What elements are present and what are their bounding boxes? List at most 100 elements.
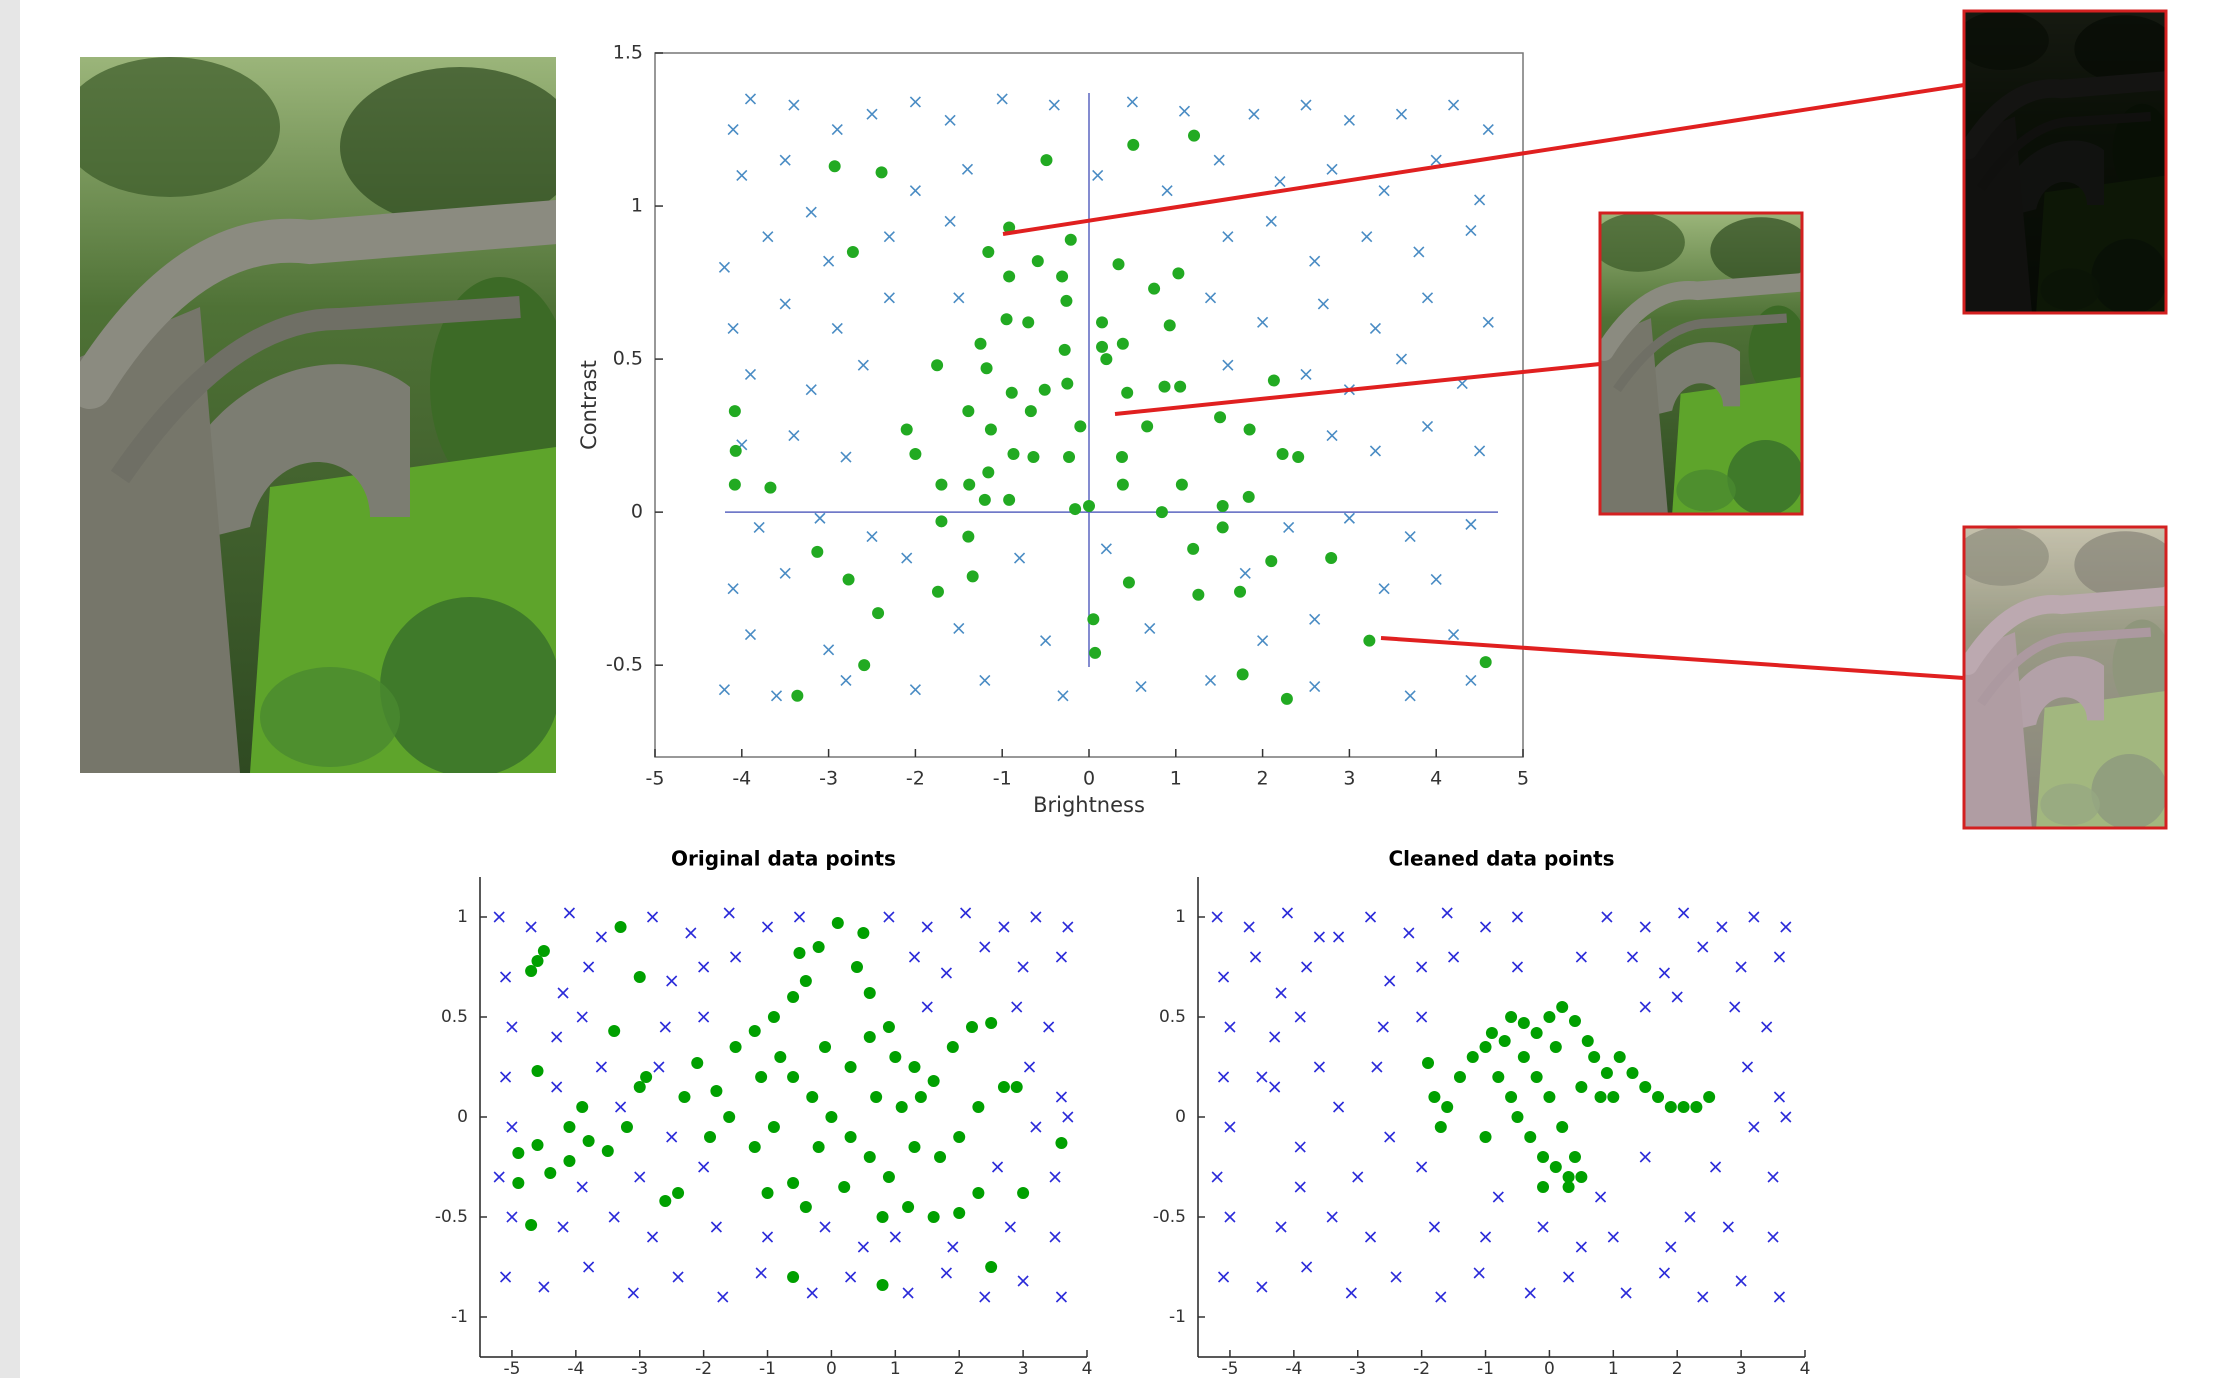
x-tick-label: -2 [695,1359,712,1378]
cross-point [1276,988,1286,998]
cross-point [945,115,955,125]
cross-point [1219,1272,1229,1282]
dot-point [979,494,991,506]
cross-point [841,675,851,685]
cross-point [1576,952,1586,962]
cross-point [884,293,894,303]
cross-point [1301,369,1311,379]
cross-point [824,256,834,266]
cross-point [1564,1272,1574,1282]
dot-point [1074,420,1086,432]
cross-point [596,1062,606,1072]
cross-point [1538,1222,1548,1232]
cross-point [890,1232,900,1242]
cross-point [1723,1222,1733,1232]
dot-point [1001,313,1013,325]
cross-point [1666,1242,1676,1252]
dot-point [800,1201,812,1213]
cross-point [711,1222,721,1232]
dot-point [791,690,803,702]
cross-point [1493,1192,1503,1202]
dot-point [1113,258,1125,270]
cross-point [718,1292,728,1302]
dot-point [538,945,550,957]
cross-point [1366,1232,1376,1242]
dot-point [1003,270,1015,282]
cross-point [1225,1022,1235,1032]
dot-point [532,1065,544,1077]
cross-point [648,912,658,922]
dot-point [934,1151,946,1163]
cross-point [1659,968,1669,978]
dot-point [935,515,947,527]
cross-point [1050,1172,1060,1182]
dot-point [1172,267,1184,279]
cross-point [1417,1162,1427,1172]
dot-point [1176,479,1188,491]
cross-point [1466,226,1476,236]
dot-point [1025,405,1037,417]
dot-point [982,246,994,258]
dot-point [532,1139,544,1151]
dot-point [967,570,979,582]
dot-point [1011,1081,1023,1093]
dot-point [972,1101,984,1113]
cross-point [1742,1062,1752,1072]
cross-point [867,109,877,119]
dot-point [985,1261,997,1273]
dot-point [615,921,627,933]
dot-point [1601,1067,1613,1079]
dot-point [1325,552,1337,564]
bright-variant [1956,527,2177,830]
dot-point [1486,1027,1498,1039]
cross-point [1056,1092,1066,1102]
dot-point [602,1145,614,1157]
dot-point [1607,1091,1619,1103]
cross-point [1730,1002,1740,1012]
cross-point [910,186,920,196]
cross-point [1344,115,1354,125]
cross-point [1310,682,1320,692]
cross-point [1621,1288,1631,1298]
cross-point [1576,1242,1586,1252]
cross-point [815,513,825,523]
dot-point [1639,1081,1651,1093]
cross-point [654,1062,664,1072]
cross-point [1679,908,1689,918]
cross-point [1483,125,1493,135]
cross-point [564,908,574,918]
x-tick-label: 3 [1736,1359,1747,1378]
cross-point [1093,170,1103,180]
dot-point [1556,1121,1568,1133]
cross-point [948,1242,958,1252]
cross-point [1608,1232,1618,1242]
y-tick-label: -1 [451,1307,468,1327]
cross-point [945,216,955,226]
cross-point [1768,1232,1778,1242]
y-tick-label: 0.5 [613,348,643,370]
dot-point [1480,1131,1492,1143]
dot-point [1575,1171,1587,1183]
cross-point [1749,912,1759,922]
cross-point [789,100,799,110]
cross-point [756,1268,766,1278]
cross-point [1310,256,1320,266]
dot-point [1156,506,1168,518]
cross-point [1466,519,1476,529]
dot-point [723,1111,735,1123]
dot-point [787,1071,799,1083]
dot-point [1524,1131,1536,1143]
cross-point [552,1032,562,1042]
cross-point [1049,100,1059,110]
dot-point [813,1141,825,1153]
dot-point [1518,1017,1530,1029]
cross-point [867,532,877,542]
cross-point [609,1212,619,1222]
cross-point [763,232,773,242]
cross-point [1749,1122,1759,1132]
cross-point [962,164,972,174]
cross-point [1404,928,1414,938]
dot-point [1499,1035,1511,1047]
dot-point [704,1131,716,1143]
dot-point [1428,1091,1440,1103]
